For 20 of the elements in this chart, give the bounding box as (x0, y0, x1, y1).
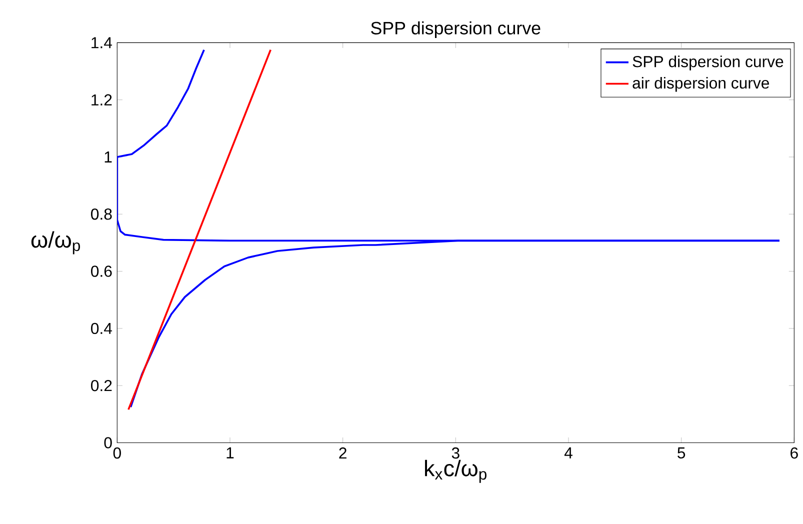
chart-title: SPP dispersion curve (371, 21, 540, 38)
legend-label: air dispersion curve (632, 76, 770, 92)
x-tick-label: 1 (226, 447, 234, 458)
y-tick-label: 0.6 (91, 266, 112, 277)
y-tick-label: 0.4 (91, 322, 112, 334)
legend-label: SPP dispersion curve (632, 56, 784, 70)
y-tick-label: 1.4 (92, 37, 112, 48)
y-tick-label: 0.2 (91, 380, 112, 392)
y-axis-title: ω/ω$_{p}$ (31, 231, 80, 254)
y-tick-label: 1.2 (92, 94, 112, 106)
y-tick-label: 0 (104, 437, 112, 448)
x-tick-label: 4 (564, 447, 572, 458)
x-tick-label: 2 (339, 447, 346, 458)
y-tick-label: 0.8 (91, 208, 112, 220)
x-tick-label: 3 (452, 447, 460, 459)
x-tick-label: 6 (790, 447, 798, 459)
y-tick-label: 1 (104, 151, 112, 162)
x-tick-label: 5 (678, 447, 686, 458)
x-axis-title: k$_{x}$c/ω$_{p}$ (425, 460, 486, 483)
x-tick-label: 0 (113, 447, 121, 459)
